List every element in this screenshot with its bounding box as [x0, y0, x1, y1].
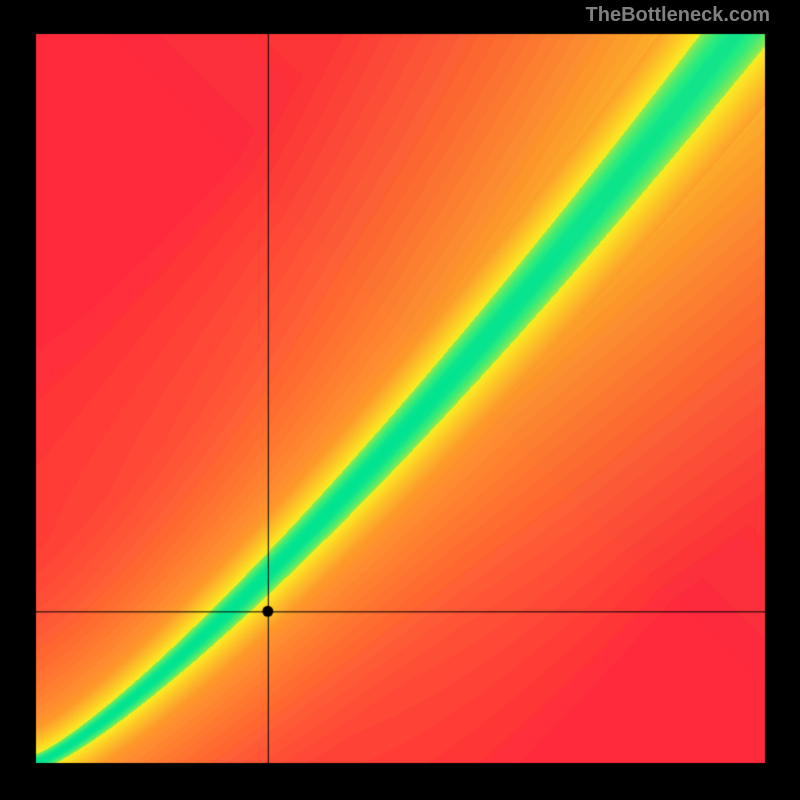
- attribution-label: TheBottleneck.com: [586, 4, 770, 27]
- bottleneck-heatmap: [0, 0, 800, 800]
